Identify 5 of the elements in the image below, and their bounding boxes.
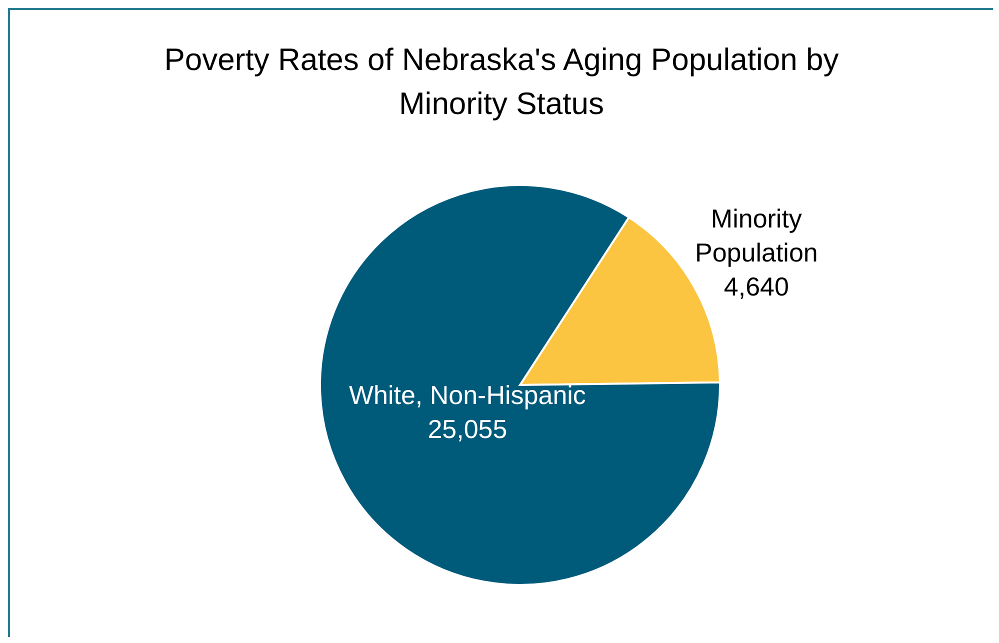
chart-title: Poverty Rates of Nebraska's Aging Population by Minority Status (163, 41, 840, 123)
data-label: 25,055 (428, 414, 508, 444)
slice-label: Minority Population (694, 203, 818, 268)
slice-label: White, Non-Hispanic (348, 380, 586, 410)
data-label: 4,640 (724, 271, 789, 302)
